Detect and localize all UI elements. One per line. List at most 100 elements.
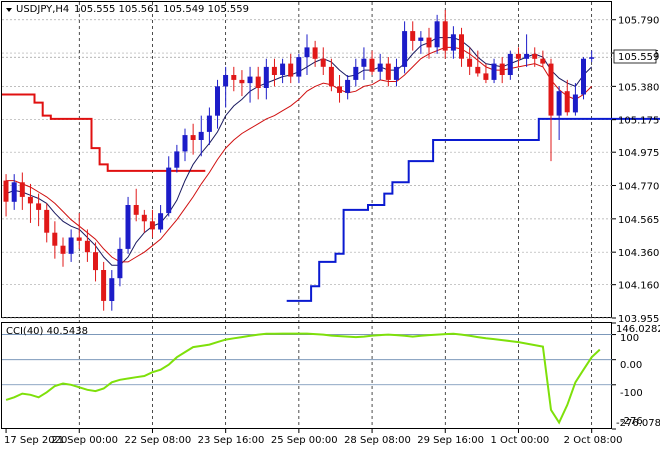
price-tick-label: 104.975 (618, 148, 659, 159)
candle-body (19, 182, 25, 197)
candle-body (353, 66, 359, 80)
candle-body (36, 203, 42, 210)
candles (3, 9, 595, 311)
price-tick-label: 105.380 (618, 82, 659, 93)
candle-body (385, 63, 391, 80)
price-tick-label: 105.175 (618, 116, 659, 127)
candle-body (271, 66, 277, 75)
candle-body (44, 209, 50, 233)
cci-title: CCI(40) 40.5438 (6, 326, 88, 337)
price-tick-label: 104.160 (618, 281, 659, 292)
candle-body (76, 237, 82, 241)
candle-body (581, 58, 586, 95)
candle-body (109, 278, 115, 301)
cci-series (5, 332, 601, 425)
time-tick-label: 29 Sep 16:00 (417, 435, 484, 446)
candle-body (288, 63, 294, 77)
cci-level-minus-100: -100 (620, 388, 643, 399)
candle-body (239, 79, 245, 84)
price-tick-label: 105.790 (618, 16, 659, 27)
candle-body (60, 245, 66, 254)
resistance-step-line (2, 93, 206, 172)
candle-body (515, 53, 521, 59)
price-tick-label: 104.360 (618, 248, 659, 259)
candle-body (589, 57, 595, 59)
candle-body (101, 270, 107, 301)
candle-body (345, 79, 351, 93)
symbol-label: USDJPY,H4 (16, 4, 69, 15)
candle-body (369, 58, 375, 72)
time-tick-label: 1 Oct 00:00 (490, 435, 549, 446)
candle-body (255, 76, 261, 88)
candle-body (377, 63, 383, 72)
candle-body (572, 94, 578, 113)
candle-body (337, 86, 342, 93)
support-step-line (286, 117, 660, 302)
candle-body (442, 21, 448, 51)
cci-scale-min: -276.0782 (616, 418, 660, 429)
cci-level-100: 100 (620, 333, 639, 344)
candle-body (68, 237, 74, 254)
candle-body (198, 131, 204, 140)
time-tick-label: 23 Sep 16:00 (198, 435, 265, 446)
time-tick-label: 17 Sep 2020 (4, 435, 67, 446)
candle-body (280, 63, 286, 75)
candle-body (426, 37, 432, 48)
candle-body (475, 66, 481, 74)
time-tick-label: 28 Sep 08:00 (344, 435, 411, 446)
candle-body (393, 66, 399, 80)
cci-level-minus-276: -276 (620, 416, 643, 427)
time-tick-label: 2 Oct 08:00 (564, 435, 623, 446)
price-tick-label: 104.770 (618, 182, 659, 193)
candle-body (206, 115, 212, 132)
current-price-tag (613, 49, 657, 64)
candle-body (564, 91, 570, 113)
candle-body (483, 73, 489, 80)
candle-body (434, 21, 440, 48)
candle-body (328, 66, 334, 87)
candle-body (182, 135, 188, 152)
candle-body (174, 151, 180, 168)
candle-body (556, 91, 562, 116)
candle-body (524, 53, 530, 59)
candle-body (320, 58, 326, 67)
candle-body (507, 53, 513, 75)
candle-body (418, 37, 424, 41)
candle-body (499, 63, 505, 75)
candle-body (361, 58, 367, 67)
candle-body (247, 76, 253, 84)
candle-body (304, 47, 310, 58)
candle-body (263, 66, 269, 88)
candle-body (296, 57, 302, 77)
candle-body (312, 47, 318, 59)
candle-body (467, 58, 473, 67)
candle-body (223, 75, 229, 87)
time-tick-label: 22 Sep 08:00 (124, 435, 191, 446)
candle-body (548, 63, 554, 116)
candle-body (532, 53, 538, 59)
candle-body (166, 167, 172, 214)
candle-body (141, 214, 147, 222)
cci-scale-max: 146.0282 (616, 324, 660, 335)
candle-body (410, 31, 416, 41)
price-tick-label: 104.565 (618, 215, 659, 226)
candle-body (93, 252, 98, 271)
ohlc-readout: 105.555 105.561 105.549 105.559 (74, 4, 249, 15)
candle-body (117, 248, 123, 279)
price-tick-label: 103.955 (618, 314, 659, 325)
candle-body (133, 205, 139, 215)
candle-body (52, 232, 58, 246)
candle-body (190, 135, 196, 140)
candle-body (27, 196, 33, 204)
candle-body (11, 182, 17, 202)
candle-body (158, 213, 164, 230)
candle-body (215, 86, 220, 116)
candle-body (540, 58, 546, 64)
candle-body (149, 221, 155, 230)
candle-body (450, 34, 456, 51)
triangle-down-icon (6, 8, 12, 12)
cci-axis (612, 322, 616, 430)
time-tick-label: 25 Sep 00:00 (271, 435, 338, 446)
